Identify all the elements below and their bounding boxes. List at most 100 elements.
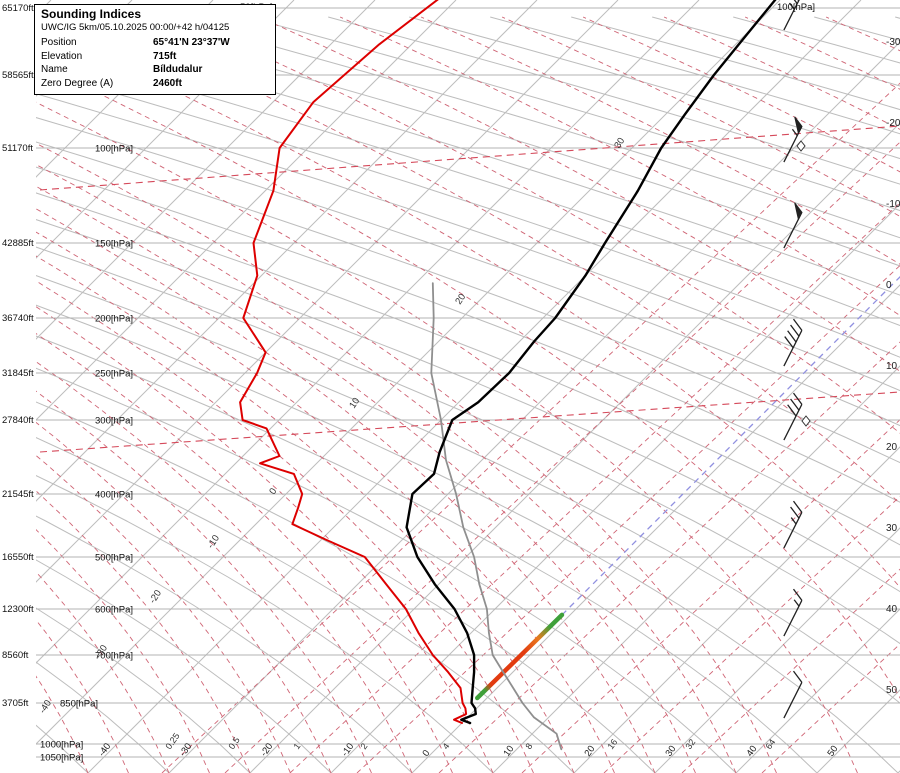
row-label: Elevation [41, 50, 83, 62]
isotherm-line [735, 608, 900, 773]
panel-row-zero-degree: Zero Degree (A) 2460ft [41, 77, 269, 91]
pressure-label: 850[hPa] [60, 699, 98, 710]
right-temp-label: 40 [886, 604, 898, 615]
isotherm-line [36, 0, 457, 421]
dry-adiabat-line [36, 437, 575, 773]
isotherm-line [36, 0, 376, 340]
dry-adiabat-line [36, 275, 900, 704]
dry-adiabat-line [36, 367, 737, 773]
curves-layer [239, 0, 900, 751]
adiabat-label: 10 [347, 396, 362, 411]
adiabat-label: -10 [205, 533, 222, 551]
moist-adiabat-line [36, 280, 534, 773]
adiabat-label: -20 [147, 588, 164, 606]
dry-adiabat-line [36, 166, 900, 503]
barb-staff [783, 682, 803, 719]
panel-subtitle: UWC/IG 5km/05.10.2025 00:00/+42 h/04125 [41, 22, 230, 33]
barb-pennant [797, 0, 800, 3]
barb-full [787, 404, 797, 417]
dry-adiabat-line [895, 16, 900, 19]
pressure-label: 600[hPa] [95, 605, 133, 616]
panel-row-position: Position 65°41'N 23°37'W [41, 36, 269, 50]
pressure-label: 100[hPa] [95, 144, 133, 155]
isotherm-line [36, 0, 295, 259]
right-temp-label: -10 [886, 199, 900, 210]
mixing-ratio-line [438, 341, 900, 773]
moist-adiabat-line [36, 306, 494, 773]
barb-staff [783, 600, 803, 637]
altitude-label: 36740ft [2, 313, 34, 324]
lozenge-marker [801, 415, 811, 427]
barb-staff [783, 404, 803, 441]
barb-full [790, 324, 800, 337]
mixing-line [561, 275, 900, 616]
isotherm-line [492, 365, 900, 773]
mixing-ratio-label: 16 [605, 737, 619, 751]
moist-adiabat-line [36, 208, 656, 773]
isotherm-line [816, 689, 900, 773]
pressure-label: 250[hPa] [95, 369, 133, 380]
altitude-label: 51170ft [2, 143, 33, 154]
adiabat-label: 0 [267, 486, 279, 496]
moist-adiabat-line [36, 62, 900, 699]
mixing-ratio-label: 1 [291, 741, 302, 751]
isotherm-line [36, 0, 700, 664]
bottom-temp-label: 10 [501, 744, 516, 759]
barb-full [792, 500, 803, 513]
moist-adiabat-line [36, 390, 372, 773]
altitude-label: 3705ft [2, 698, 29, 709]
isotherm-line [87, 0, 862, 773]
mixing-ratio-line [521, 419, 900, 773]
moist-adiabat-line [36, 619, 129, 773]
lozenge-marker [796, 140, 806, 152]
dry-adiabat-line [36, 69, 900, 358]
altitude-label: 65170ft [2, 3, 34, 14]
wind-barb [783, 202, 803, 249]
moist-adiabat-line [36, 528, 210, 773]
parcel-path-segment [475, 612, 565, 701]
wind-barb [783, 670, 803, 719]
dry-adiabat-line [166, 16, 900, 239]
mixing-ratio-label: 4 [440, 741, 451, 751]
bottom-temp-label: 40 [744, 744, 759, 759]
dry-adiabat-line [409, 16, 900, 160]
barb-half [791, 128, 798, 137]
dry-adiabat-line [36, 335, 818, 773]
dry-adiabat-line [36, 559, 332, 773]
row-label: Position [41, 37, 77, 48]
barb-staff [783, 512, 803, 549]
wind-barb [783, 318, 803, 367]
altitude-label: 16550ft [2, 552, 34, 563]
wind-barb [783, 392, 803, 441]
barb-half [788, 2, 795, 10]
right-temp-label: 20 [886, 442, 898, 453]
barb-pennant [794, 116, 803, 135]
altitude-label: 42885ft [2, 238, 34, 249]
wind-column-pressure-label: 100[hPa] [777, 2, 816, 13]
pressure-label: 400[hPa] [95, 490, 133, 501]
dry-adiabat-line [36, 141, 900, 464]
bottom-temp-label: 0 [420, 748, 432, 759]
temperature-curve [405, 0, 777, 725]
dry-adiabat-line [36, 47, 900, 327]
dry-adiabat-line [36, 192, 900, 546]
dry-adiabat-line [36, 475, 494, 773]
moist-adiabat-line [36, 454, 291, 773]
adiabat-label: 20 [453, 292, 468, 307]
moist-adiabat-line [36, 185, 696, 773]
dry-adiabat-line [36, 219, 900, 593]
mixing-ratio-line [356, 264, 900, 773]
barb-full [792, 318, 803, 331]
moist-adiabat-line [339, 16, 900, 317]
right-temp-label: 0 [886, 280, 892, 291]
altitude-label: 27840ft [2, 415, 34, 426]
row-value: 65°41'N 23°37'W [153, 37, 230, 48]
adiabat-label: -40 [37, 698, 54, 716]
dewpoint-curve [239, 0, 468, 724]
barb-full [792, 670, 803, 683]
altitude-label: 21545ft [2, 489, 34, 500]
panel-row-elevation: Elevation 715ft [41, 50, 269, 64]
isotherm-line [36, 0, 538, 502]
